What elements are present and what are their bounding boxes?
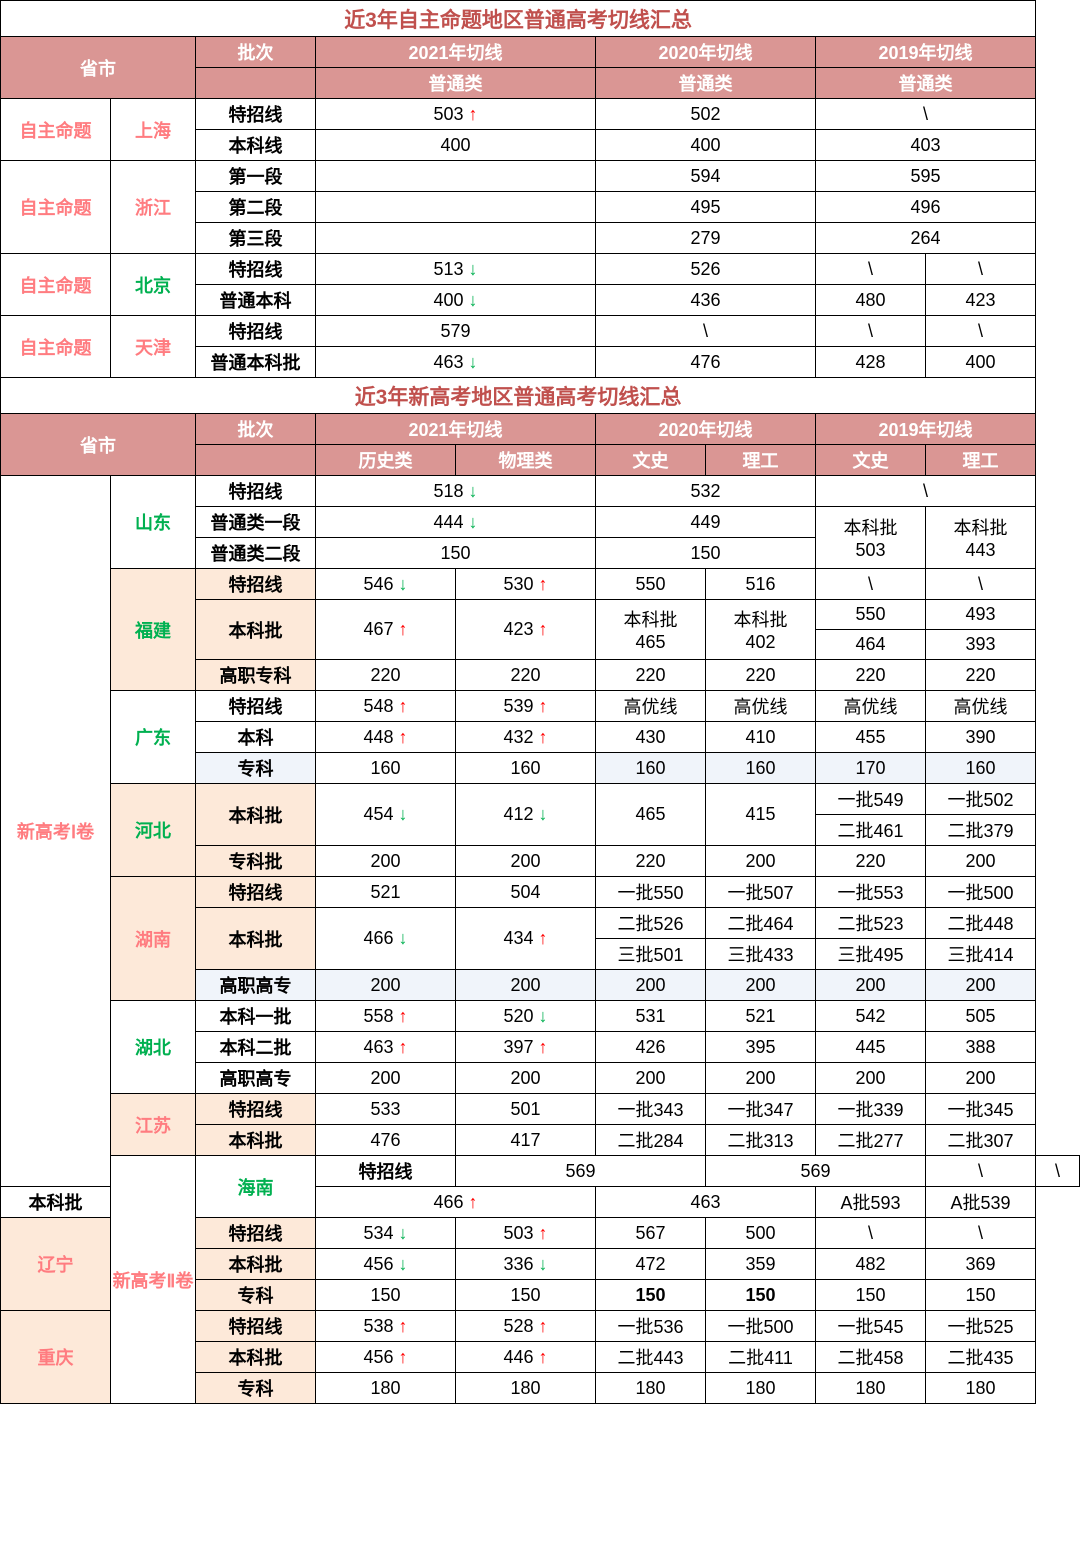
title-1: 近3年自主命题地区普通高考切线汇总: [1, 1, 1036, 37]
title-2: 近3年新高考地区普通高考切线汇总: [1, 378, 1036, 414]
table-1: 近3年自主命题地区普通高考切线汇总 省市批次2021年切线2020年切线2019…: [0, 0, 1080, 1404]
